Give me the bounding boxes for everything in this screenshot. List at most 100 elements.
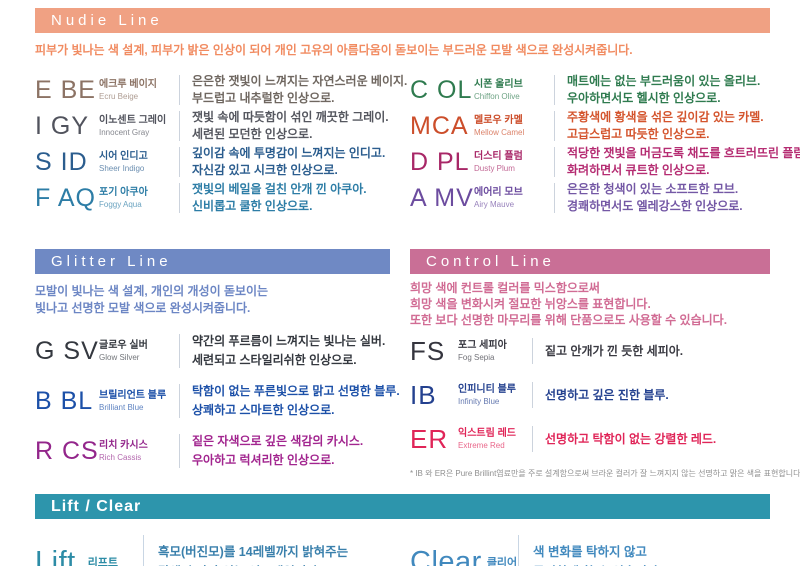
color-name-kr: 리프트	[87, 557, 119, 566]
color-names: 인피니티 블루 Infinity Blue	[458, 383, 532, 407]
desc-line: 흑모(버진모)를 14레벨까지 밝혀주는	[158, 545, 349, 559]
intro-line: 희망 색을 변화시켜 절묘한 뉘앙스를 표현합니다.	[410, 297, 651, 311]
section-control: Control Line 희망 색에 컨트롤 컬러를 믹스함으로써 희망 색을 …	[410, 249, 800, 482]
intro-line: 또한 보다 선명한 마무리를 위해 단품으로도 사용할 수 있습니다.	[410, 313, 728, 327]
color-item-gsv: G SV 글로우 실버 Glow Silver 약간의 푸르름이 느껴지는 빛나…	[35, 332, 390, 370]
color-name-kr: 인피니티 블루	[458, 384, 516, 395]
divider	[554, 183, 555, 213]
color-item-faq: F AQ 포기 아쿠아 Foggy Aqua 잿빛의 베일을 걸친 안개 낀 아…	[35, 181, 390, 215]
color-names: 익스트림 레드 Extreme Red	[458, 427, 532, 451]
divider	[554, 75, 555, 105]
color-name-kr: 이노센트 그레이	[99, 115, 167, 126]
color-name-kr: 글로우 실버	[99, 340, 148, 351]
color-desc: 선명하고 깊은 진한 블루.	[545, 387, 669, 404]
desc-line: 잿빛의 베일을 걸친 안개 낀 아쿠아.	[192, 182, 367, 196]
color-name-en: Mellow Camel	[474, 128, 525, 137]
color-item-dpl: D PL 더스티 플럼 Dusty Plum 적당한 잿빛을 머금도록 채도를 …	[410, 145, 800, 179]
color-item-col: C OL 시폰 올리브 Chiffon Olive 매트에는 없는 부드러움이 …	[410, 73, 770, 107]
color-desc: 선명하고 탁함이 없는 강렬한 레드.	[545, 431, 716, 448]
color-code: ER	[410, 424, 449, 454]
color-item-ib: IB 인피니티 블루 Infinity Blue 선명하고 깊은 진한 블루.	[410, 380, 770, 410]
desc-line: 부드럽고 내추럴한 인상으로.	[192, 91, 335, 105]
divider	[532, 426, 533, 452]
color-desc: 잿빛의 베일을 걸친 안개 낀 아쿠아. 신비롭고 쿨한 인상으로.	[192, 181, 367, 215]
color-name-en: Glow Silver	[99, 353, 140, 362]
color-item-sid: S ID 시어 인디고 Sheer Indigo 깊이감 속에 투명감이 느껴지…	[35, 145, 390, 179]
section-header-liftclear: Lift / Clear	[35, 494, 770, 519]
color-name-en: Fog Sepia	[458, 353, 495, 362]
section-title-liftclear: Lift / Clear	[51, 497, 142, 515]
color-code: I GY	[35, 112, 90, 140]
color-names: 리치 카시스 Rich Cassis	[99, 439, 179, 463]
divider	[179, 111, 180, 141]
color-code: S ID	[35, 148, 88, 176]
color-name-kr: 리치 카시스	[99, 440, 148, 451]
color-name-kr: 익스트림 레드	[458, 428, 516, 439]
color-names: 에어리 모브 Airy Mauve	[474, 186, 554, 210]
color-names: 브릴리언트 블루 Brilliant Blue	[99, 389, 179, 413]
section-title-nudie: Nudie Line	[51, 12, 163, 29]
color-name-en: Infinity Blue	[458, 397, 500, 406]
desc-line: 상쾌하고 스마트한 인상으로.	[192, 403, 335, 417]
color-name-kr: 포기 아쿠아	[99, 187, 148, 198]
desc-line: 세련되고 스타일리쉬한 인상으로.	[192, 353, 357, 367]
color-desc: 흑모(버진모)를 14레벨까지 밝혀주는 탈색 효과가 있는 염모제입니다.	[158, 542, 348, 566]
desc-line: 투명하게 할 수 있습니다.	[533, 562, 662, 566]
section-intro-control: 희망 색에 컨트롤 컬러를 믹스함으로써 희망 색을 변화시켜 절묘한 뉘앙스를…	[410, 280, 770, 328]
color-item-rcs: R CS 리치 카시스 Rich Cassis 짙은 자색으로 깊은 색감의 카…	[35, 432, 390, 470]
color-name-kr: 시폰 올리브	[474, 79, 523, 90]
color-name-en: Dusty Plum	[474, 164, 515, 173]
color-desc: 짙은 자색으로 깊은 색감의 카시스. 우아하고 럭셔리한 인상으로.	[192, 432, 363, 470]
color-desc: 매트에는 없는 부드러움이 있는 올리브. 우아하면서도 헬시한 인상으로.	[567, 73, 760, 107]
color-desc: 약간의 푸르름이 느껴지는 빛나는 실버. 세련되고 스타일리쉬한 인상으로.	[192, 332, 385, 370]
section-header-nudie: Nudie Line	[35, 8, 770, 33]
color-name-kr: 클리어	[486, 557, 518, 566]
section-header-control: Control Line	[410, 249, 770, 274]
section-intro-nudie: 피부가 빛나는 색 설계, 피부가 밝은 인상이 되어 개인 고유의 아름다움이…	[35, 42, 770, 59]
color-names: 이노센트 그레이 Innocent Gray	[99, 114, 179, 138]
color-item-clear: Clear 클리어 색 변화를 탁하지 않고 투명하게 할 수 있습니다.	[410, 533, 770, 566]
color-code: FS	[410, 336, 446, 366]
section-glitter: Glitter Line 모발이 빛나는 색 설계, 개인의 개성이 돋보이는 …	[35, 249, 400, 482]
color-item-amv: A MV 에어리 모브 Airy Mauve 은은한 청색이 있는 소프트한 모…	[410, 181, 770, 215]
color-names: Clear 클리어	[410, 546, 518, 566]
intro-line: 희망 색에 컨트롤 컬러를 믹스함으로써	[410, 281, 600, 295]
color-name-kr: 브릴리언트 블루	[99, 390, 167, 401]
color-code: F AQ	[35, 184, 96, 212]
color-name-en: Foggy Aqua	[99, 200, 142, 209]
divider	[179, 434, 180, 468]
desc-line: 잿빛 속에 따듯함이 섞인 깨끗한 그레이.	[192, 110, 389, 124]
color-item-fs: FS 포그 세피아 Fog Sepia 짙고 안개가 낀 듯한 세피아.	[410, 336, 770, 366]
section-header-glitter: Glitter Line	[35, 249, 390, 274]
desc-line: 우아하면서도 헬시한 인상으로.	[567, 91, 721, 105]
section-liftclear: Lift / Clear Lift 리프트 흑모(버진모)를 14레벨까지 밝혀…	[35, 494, 770, 566]
section-title-glitter: Glitter Line	[51, 253, 172, 270]
color-code: Clear	[410, 545, 482, 566]
section-nudie: Nudie Line 피부가 빛나는 색 설계, 피부가 밝은 인상이 되어 개…	[35, 8, 800, 217]
color-name-kr: 에크루 베이지	[99, 79, 157, 90]
color-code: R CS	[35, 437, 99, 465]
divider	[532, 382, 533, 408]
color-item-lift: Lift 리프트 흑모(버진모)를 14레벨까지 밝혀주는 탈색 효과가 있는 …	[35, 533, 390, 566]
color-item-mca: MCA 멜로우 카멜 Mellow Camel 주황색에 황색을 섞은 깊이감 …	[410, 109, 770, 143]
desc-line: 고급스럽고 따듯한 인상으로.	[567, 127, 710, 141]
divider	[179, 75, 180, 105]
color-name-en: Ecru Beige	[99, 92, 139, 101]
section-title-control: Control Line	[426, 253, 555, 270]
desc-line: 색 변화를 탁하지 않고	[533, 545, 647, 559]
color-names: Lift 리프트	[35, 546, 143, 566]
desc-line: 짙고 안개가 낀 듯한 세피아.	[545, 343, 684, 358]
color-item-ebe: E BE 에크루 베이지 Ecru Beige 은은한 잿빛이 느껴지는 자연스…	[35, 73, 407, 107]
desc-line: 적당한 잿빛을 머금도록 채도를 흐트러뜨린 플럼.	[567, 146, 800, 160]
color-name-en: Rich Cassis	[99, 453, 142, 462]
color-item-igy: I GY 이노센트 그레이 Innocent Gray 잿빛 속에 따듯함이 섞…	[35, 109, 390, 143]
color-name-en: Chiffon Olive	[474, 92, 520, 101]
color-code: IB	[410, 380, 437, 410]
color-desc: 잿빛 속에 따듯함이 섞인 깨끗한 그레이. 세련된 모던한 인상으로.	[192, 109, 389, 143]
color-names: 시어 인디고 Sheer Indigo	[99, 150, 179, 174]
color-desc: 은은한 청색이 있는 소프트한 모브. 경쾌하면서도 엘레강스한 인상으로.	[567, 181, 743, 215]
divider	[554, 147, 555, 177]
color-code: MCA	[410, 112, 469, 140]
color-desc: 적당한 잿빛을 머금도록 채도를 흐트러뜨린 플럼. 화려하면서 큐트한 인상으…	[567, 145, 800, 179]
desc-line: 짙은 자색으로 깊은 색감의 카시스.	[192, 434, 364, 448]
